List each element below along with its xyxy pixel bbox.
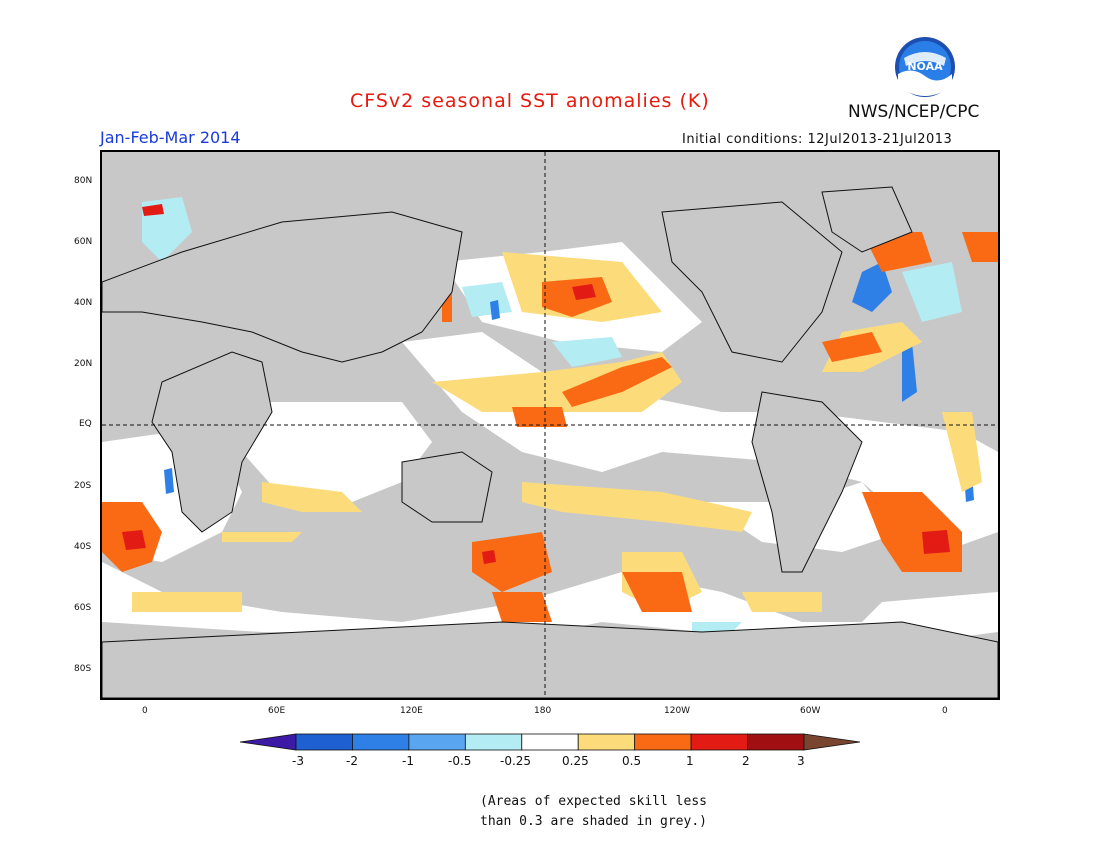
continents bbox=[102, 186, 998, 698]
lon-label: 60E bbox=[268, 706, 286, 716]
lat-label: 40N bbox=[74, 298, 93, 308]
antarctica-outline bbox=[102, 621, 998, 698]
colorbar-swatch bbox=[577, 733, 636, 751]
map-canvas bbox=[102, 152, 998, 698]
colorbar bbox=[240, 733, 860, 751]
chart-title: CFSv2 seasonal SST anomalies (K) bbox=[350, 90, 710, 112]
initial-conditions-label: Initial conditions: 12Jul2013-21Jul2013 bbox=[682, 132, 953, 147]
colorbar-arrow-high bbox=[803, 733, 860, 751]
strong-positive-regions bbox=[122, 204, 950, 564]
colorbar-label: -1 bbox=[402, 754, 414, 768]
skill-note: (Areas of expected skill less than 0.3 a… bbox=[480, 792, 707, 832]
south-america-outline bbox=[751, 391, 863, 573]
lon-label: 0 bbox=[142, 706, 148, 716]
credit-label: NWS/NCEP/CPC bbox=[848, 102, 980, 122]
australia-outline bbox=[401, 451, 493, 523]
lon-label: 0 bbox=[942, 706, 948, 716]
lon-label: 120E bbox=[400, 706, 423, 716]
noaa-logo-text: NOAA bbox=[907, 60, 943, 73]
lon-label: 60W bbox=[800, 706, 821, 716]
colorbar-swatch bbox=[352, 733, 410, 751]
lat-label: EQ bbox=[79, 419, 92, 429]
north-america-outline bbox=[661, 201, 843, 363]
colorbar-swatch bbox=[521, 733, 579, 751]
colorbar-label: -0.5 bbox=[448, 754, 472, 768]
africa-outline bbox=[151, 351, 273, 533]
colorbar-swatch bbox=[464, 733, 523, 751]
sst-anomaly-map bbox=[100, 150, 1000, 700]
lat-label: 80N bbox=[74, 176, 93, 186]
skill-note-line1: (Areas of expected skill less bbox=[480, 794, 707, 809]
colorbar-label: -0.25 bbox=[500, 754, 532, 768]
colorbar-swatch bbox=[634, 733, 692, 751]
season-label: Jan-Feb-Mar 2014 bbox=[100, 128, 241, 147]
lat-label: 20S bbox=[74, 481, 92, 491]
greenland-outline bbox=[821, 186, 913, 253]
lat-label: 60N bbox=[74, 237, 93, 247]
lat-label: 20N bbox=[74, 359, 93, 369]
colorbar-label: 2 bbox=[742, 754, 750, 768]
skill-note-line2: than 0.3 are shaded in grey.) bbox=[480, 814, 707, 829]
colorbar-label: -3 bbox=[292, 754, 304, 768]
lat-label: 60S bbox=[74, 603, 92, 613]
colorbar-swatch bbox=[690, 733, 748, 751]
lat-label: 80S bbox=[74, 664, 92, 674]
lon-label: 120W bbox=[664, 706, 691, 716]
colorbar-label: 1 bbox=[686, 754, 694, 768]
weak-negative-regions bbox=[142, 197, 962, 632]
lon-label: 180 bbox=[534, 706, 552, 716]
colorbar-swatch bbox=[295, 733, 353, 751]
colorbar-label: -2 bbox=[346, 754, 358, 768]
lat-label: 40S bbox=[74, 542, 92, 552]
colorbar-label: 0.5 bbox=[622, 754, 642, 768]
eurasia-outline bbox=[102, 211, 463, 363]
colorbar-label: 3 bbox=[797, 754, 805, 768]
noaa-logo: NOAA bbox=[895, 37, 955, 97]
colorbar-swatch bbox=[408, 733, 466, 751]
colorbar-swatch bbox=[747, 733, 805, 751]
colorbar-label: 0.25 bbox=[562, 754, 589, 768]
colorbar-arrow-low bbox=[240, 733, 297, 751]
